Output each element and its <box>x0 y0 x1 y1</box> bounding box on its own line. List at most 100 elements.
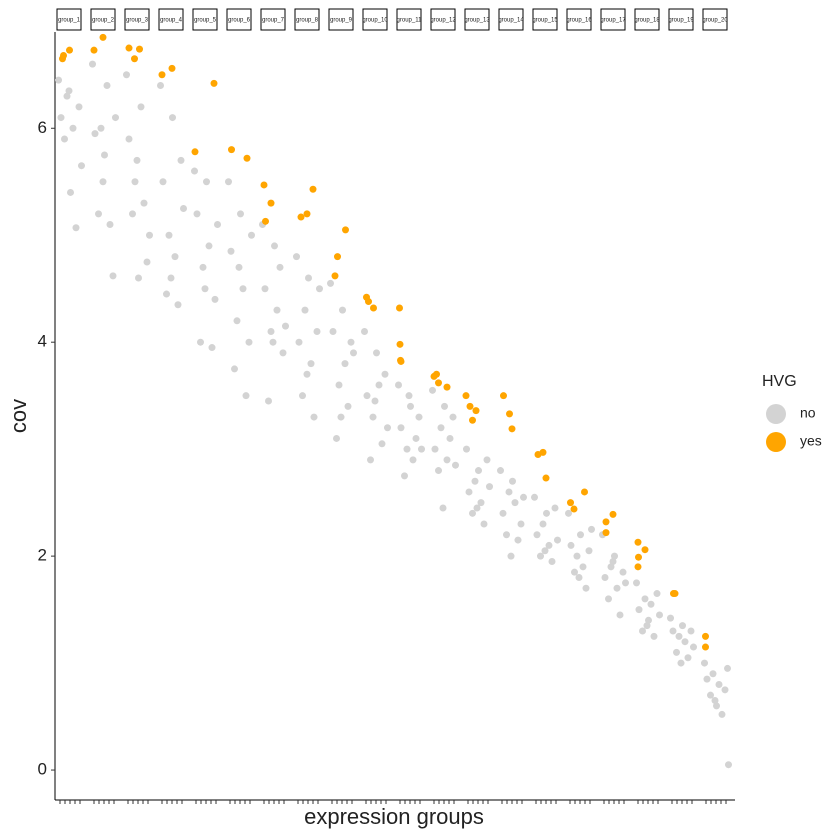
facet-strip <box>192 8 218 31</box>
point <box>271 242 278 250</box>
point <box>616 611 624 619</box>
point <box>405 392 413 400</box>
point <box>211 295 219 303</box>
point <box>214 221 221 229</box>
facet-strip <box>464 8 490 31</box>
point <box>135 274 142 282</box>
point <box>167 274 175 282</box>
point <box>180 204 187 212</box>
point <box>497 467 504 475</box>
point <box>605 595 612 603</box>
point <box>235 263 243 271</box>
point <box>133 156 141 164</box>
point <box>480 520 488 528</box>
point <box>131 178 139 186</box>
facet-strip <box>566 8 592 31</box>
point <box>381 370 389 378</box>
point <box>341 360 349 368</box>
legend-label: no <box>800 405 816 421</box>
point <box>140 199 148 207</box>
point <box>435 379 442 387</box>
point <box>395 381 402 389</box>
point <box>602 529 610 537</box>
point <box>673 648 680 656</box>
point <box>443 456 451 464</box>
point <box>303 210 311 218</box>
point <box>711 697 719 705</box>
point <box>407 402 414 410</box>
x-axis-label: expression groups <box>304 804 484 829</box>
point <box>471 477 479 485</box>
point <box>441 402 448 410</box>
point <box>443 383 451 391</box>
facet-label: group_14 <box>498 18 524 24</box>
point <box>401 472 408 480</box>
point <box>199 263 207 271</box>
point <box>347 338 355 346</box>
point <box>177 156 185 164</box>
point <box>269 338 277 346</box>
point <box>101 151 108 159</box>
facet-strip <box>328 8 354 31</box>
point <box>143 258 151 266</box>
point <box>344 402 352 410</box>
point <box>309 185 317 193</box>
point <box>715 680 723 688</box>
point <box>643 622 651 630</box>
point <box>703 675 711 683</box>
point <box>159 178 167 186</box>
point <box>171 253 179 261</box>
point <box>99 178 107 186</box>
facet-label: group_19 <box>668 18 694 24</box>
point <box>585 547 593 555</box>
point <box>619 568 627 576</box>
facet-strip <box>294 8 320 31</box>
point <box>169 114 176 122</box>
point <box>57 114 65 122</box>
facet-label: group_2 <box>92 18 115 24</box>
point <box>472 407 480 415</box>
point <box>361 327 368 335</box>
point <box>339 306 346 314</box>
point <box>671 590 679 598</box>
point <box>123 71 130 79</box>
point <box>724 664 731 672</box>
point <box>165 231 173 239</box>
point <box>611 552 618 560</box>
facet-label: group_5 <box>194 18 217 24</box>
point <box>78 162 85 170</box>
point <box>473 504 481 512</box>
point <box>567 499 574 507</box>
y-tick-label: 0 <box>38 760 47 779</box>
point <box>129 210 136 218</box>
point <box>446 434 454 442</box>
point <box>554 536 561 544</box>
point <box>60 52 67 60</box>
point <box>687 627 695 635</box>
point <box>197 338 204 346</box>
point <box>90 46 98 54</box>
point <box>679 622 686 630</box>
point <box>412 434 420 442</box>
point <box>409 456 417 464</box>
point <box>265 397 272 405</box>
point <box>418 445 425 453</box>
y-tick-label: 6 <box>38 118 47 137</box>
point <box>622 579 629 587</box>
facet-strip <box>226 8 252 31</box>
point <box>242 392 250 400</box>
point <box>533 531 541 539</box>
point <box>225 178 232 186</box>
point <box>641 546 649 554</box>
point <box>573 552 581 560</box>
facet-strip <box>600 8 626 31</box>
point <box>243 154 251 162</box>
point <box>136 45 143 53</box>
point <box>193 210 201 218</box>
point <box>486 483 493 491</box>
point <box>545 541 553 549</box>
point <box>137 103 145 111</box>
point <box>282 322 289 330</box>
point <box>656 611 663 619</box>
